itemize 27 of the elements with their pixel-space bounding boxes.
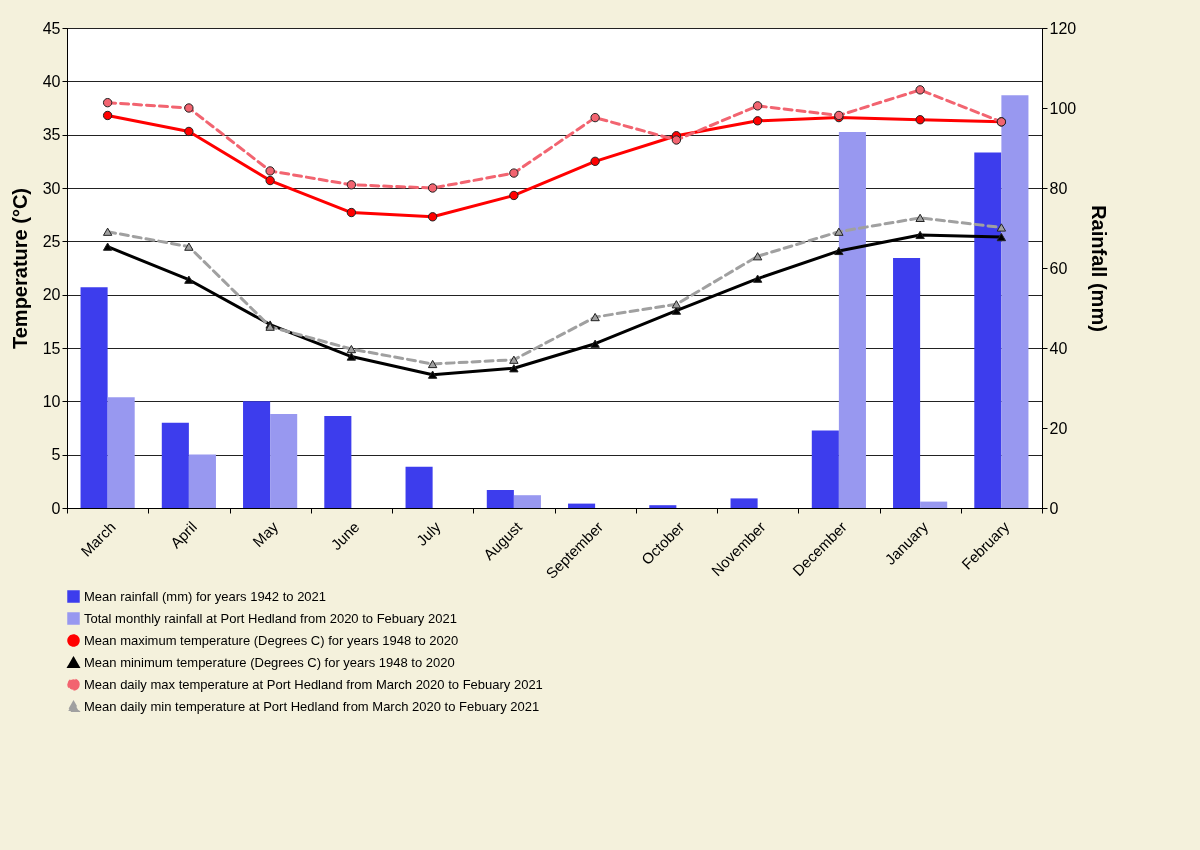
y-tick-label: 15 [42,339,61,357]
y2-tick-label: 20 [1049,419,1068,437]
x-tick-label: July [412,517,445,549]
y2-axis-title: Rainfall (mm) [1088,205,1111,332]
y-tick-label: 40 [42,72,61,90]
y-axis-title: Temperature (°C) [8,188,31,349]
y2-tick-label: 60 [1049,259,1068,277]
legend-label: Mean minimum temperature (Degrees C) for years 1948 to 2020 [84,654,455,670]
y-tick-label: 5 [51,446,61,464]
y2-tick-label: 120 [1049,19,1077,37]
y-tick-label: 30 [42,179,61,197]
y2-tick-label: 80 [1049,179,1068,197]
y-tick-label: 25 [42,232,61,250]
y-tick-label: 20 [42,286,61,304]
legend-label: Total monthly rainfall at Port Hedland from 2020 to Febuary 2021 [84,610,457,626]
y2-tick-label: 0 [1049,499,1059,517]
y-tick-label: 45 [42,19,61,37]
y-tick-label: 0 [51,499,61,517]
y-tick-label: 35 [42,126,61,144]
y2-tick-label: 100 [1049,99,1077,117]
legend-label: Mean daily min temperature at Port Hedland from March 2020 to Febuary 2021 [84,698,540,714]
x-tick-label: May [249,517,282,551]
legend-label: Mean daily max temperature at Port Hedland from March 2020 to Febuary 2021 [84,676,543,692]
legend-label: Mean maximum temperature (Degrees C) for years 1948 to 2020 [84,632,459,648]
y2-tick-label: 40 [1049,339,1068,357]
y-tick-label: 10 [42,392,61,410]
legend-label: Mean rainfall (mm) for years 1942 to 2021 [84,588,327,604]
